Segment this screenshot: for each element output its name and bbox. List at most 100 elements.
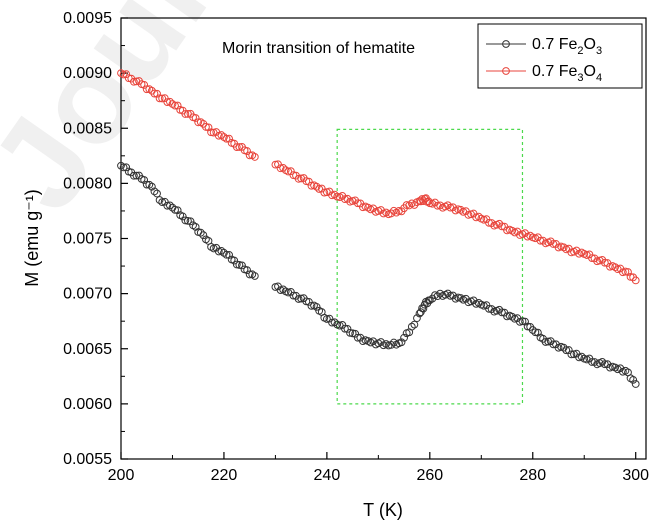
data-point [497,308,506,317]
data-point [340,324,349,333]
data-point [207,128,215,137]
data-point [132,77,141,86]
data-point [142,85,151,94]
data-point [382,340,390,348]
data-point [297,174,306,183]
data-point [464,211,473,219]
legend-subscript: 3 [577,72,583,84]
data-point [196,118,205,127]
data-point [142,180,151,189]
data-point [351,329,360,338]
data-point [225,251,233,259]
data-point [222,250,231,259]
data-point [407,322,416,331]
data-point [436,289,445,298]
data-point [227,139,236,147]
data-point [400,333,408,342]
data-point [184,216,192,225]
data-point [235,261,244,269]
data-point [487,219,496,227]
data-point [119,163,128,172]
data-point [235,143,244,151]
data-point [186,109,195,118]
data-point [346,328,354,337]
data-point [163,201,172,210]
data-point [124,74,133,83]
data-point [176,105,185,114]
data-point [238,261,246,270]
data-point [294,174,303,183]
legend-marker [502,67,510,75]
y-tick-label: 0.0095 [63,10,112,27]
y-tick-label: 0.0080 [63,175,112,192]
data-point [297,294,306,303]
data-point [122,70,131,79]
y-tick-label: 0.0075 [63,231,112,248]
data-point [531,328,540,337]
data-point [145,85,154,94]
data-point [147,182,156,191]
legend-subscript: 3 [596,45,602,57]
x-tick-label: 200 [108,467,135,484]
data-point [497,222,506,231]
data-point [245,270,254,279]
data-point [191,114,200,122]
data-point [186,217,195,226]
data-point [320,313,329,322]
data-point [397,338,406,347]
data-point [317,184,326,193]
data-point [155,196,164,204]
data-point [135,77,143,85]
data-point [165,97,174,106]
legend-label: 0.7 Fe3O4 [532,63,602,84]
data-point [626,272,635,281]
y-tick-label: 0.0070 [63,286,112,303]
data-point [307,301,316,310]
data-point [225,134,233,143]
data-point [135,171,143,180]
data-point [624,268,632,276]
data-point [171,205,179,214]
series-1 [117,161,640,388]
data-point [207,242,215,251]
data-point [433,201,442,210]
data-point [176,211,185,220]
y-axis: 0.0055 0.0060 0.0065 0.0070 0.0075 0.0080 0.00… [63,10,128,468]
data-point [163,98,172,107]
data-point [464,298,473,307]
data-point [392,208,401,217]
data-point [248,270,257,279]
highlight-box [336,128,524,405]
data-point [196,228,205,237]
data-point [129,77,138,86]
data-point [165,201,174,210]
data-point [454,293,463,302]
data-point [443,201,452,210]
legend-text-part: O [583,36,595,53]
y-tick-label: 0.0060 [63,396,112,413]
data-point [274,160,282,169]
x-tick-label: 280 [519,467,546,484]
y-tick-label: 0.0055 [63,451,112,468]
data-point [424,296,433,305]
data-point [204,123,213,132]
data-point [245,151,254,160]
data-point [271,160,280,169]
data-point [562,346,571,355]
data-point [153,189,161,198]
data-point [129,171,138,180]
data-point [140,176,149,184]
data-point [158,94,167,103]
data-point [387,209,396,218]
data-point [150,89,159,98]
data-point [389,338,398,347]
data-point [544,337,553,346]
data-point [328,318,336,327]
data-point [140,81,149,89]
data-point [534,328,542,337]
data-point [243,147,252,155]
annotation-text: Morin transition of hematite [222,40,415,57]
data-point [122,163,131,172]
data-point [132,171,141,180]
